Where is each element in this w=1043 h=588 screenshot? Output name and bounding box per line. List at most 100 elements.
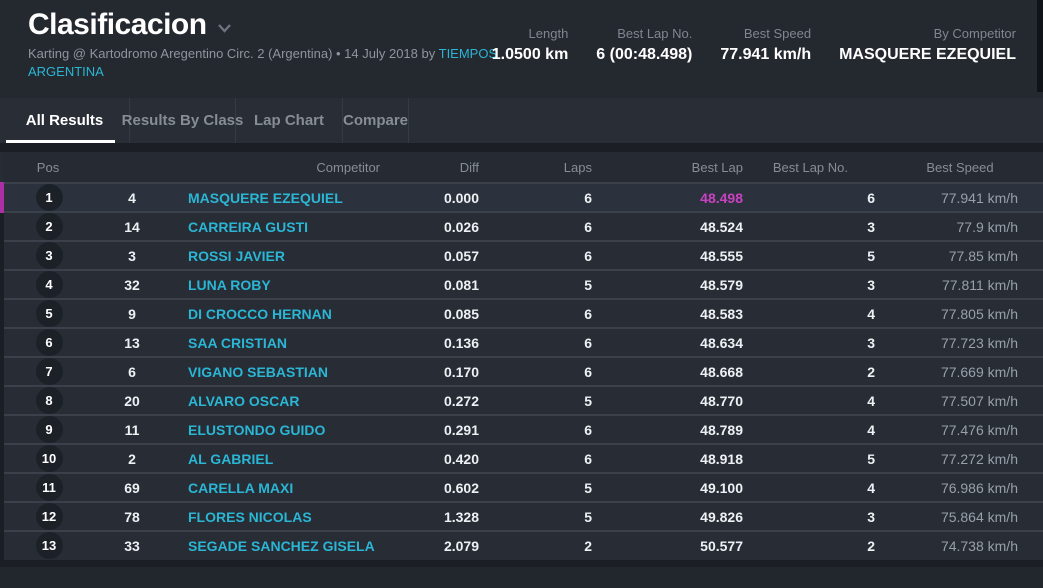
competitor-cell: VIGANO SEBASTIAN xyxy=(170,356,380,386)
event-description: Karting @ Kartodromo Aregentino Circ. 2 … xyxy=(28,46,439,61)
position-badge: 8 xyxy=(35,387,63,414)
position-cell: 3 xyxy=(0,240,94,270)
best-lap-no-cell: 4 xyxy=(743,385,875,415)
position-cell: 8 xyxy=(0,385,94,415)
tab-label: Results By Class xyxy=(121,112,244,129)
tab[interactable]: Lap Chart xyxy=(236,98,343,143)
column-header: Best Lap xyxy=(592,152,743,183)
competitor-cell: LUNA ROBY xyxy=(170,269,380,299)
best-speed-cell: 76.986 km/h xyxy=(875,472,1043,502)
competitor-link[interactable]: ELUSTONDO GUIDO xyxy=(188,421,326,438)
best-lap-cell: 50.577 xyxy=(592,530,743,560)
tab-label: Compare xyxy=(343,112,409,129)
best-lap-cell: 48.583 xyxy=(592,298,743,328)
laps-cell: 5 xyxy=(479,385,592,415)
table-row[interactable]: 5 9 DI CROCCO HERNAN 0.085 6 48.583 4 77… xyxy=(0,298,1043,328)
table-row[interactable]: 12 78 FLORES NICOLAS 1.328 5 49.826 3 75… xyxy=(0,501,1043,531)
competitor-link[interactable]: ALVARO OSCAR xyxy=(188,392,300,409)
position-cell: 10 xyxy=(0,443,94,473)
diff-cell: 0.291 xyxy=(380,414,479,444)
stat-label: Best Lap No. xyxy=(617,26,693,41)
laps-cell: 6 xyxy=(479,327,592,357)
diff-cell: 0.272 xyxy=(380,385,479,415)
column-header xyxy=(94,152,170,183)
competitor-link[interactable]: DI CROCCO HERNAN xyxy=(188,305,332,322)
table-row[interactable]: 9 11 ELUSTONDO GUIDO 0.291 6 48.789 4 77… xyxy=(0,414,1043,444)
position-badge: 4 xyxy=(35,271,63,298)
competitor-link[interactable]: VIGANO SEBASTIAN xyxy=(188,363,329,380)
tab-label: Lap Chart xyxy=(253,112,324,129)
best-lap-cell: 48.634 xyxy=(592,327,743,357)
diff-cell: 0.057 xyxy=(380,240,479,270)
page-title: Clasificacion xyxy=(28,8,207,41)
competitor-link[interactable]: AL GABRIEL xyxy=(188,450,274,467)
best-lap-cell: 48.789 xyxy=(592,414,743,444)
position-cell: 5 xyxy=(0,298,94,328)
table-row[interactable]: 6 13 SAA CRISTIAN 0.136 6 48.634 3 77.72… xyxy=(0,327,1043,357)
stat-block: Best Lap No. 6 (00:48.498) xyxy=(596,26,692,64)
kart-number-cell: 14 xyxy=(94,211,170,241)
kart-number-cell: 3 xyxy=(94,240,170,270)
kart-number-cell: 13 xyxy=(94,327,170,357)
table-row[interactable]: 4 32 LUNA ROBY 0.081 5 48.579 3 77.811 k… xyxy=(0,269,1043,299)
competitor-link[interactable]: CARREIRA GUSTI xyxy=(188,218,309,235)
window-edge-strip xyxy=(1037,0,1043,92)
table-row[interactable]: 13 33 SEGADE SANCHEZ GISELA 2.079 2 50.5… xyxy=(0,530,1043,560)
best-lap-cell: 48.524 xyxy=(592,211,743,241)
position-badge: 9 xyxy=(35,416,63,443)
competitor-cell: ALVARO OSCAR xyxy=(170,385,380,415)
competitor-link[interactable]: MASQUERE EZEQUIEL xyxy=(188,189,343,206)
position-badge: 2 xyxy=(35,213,63,240)
laps-cell: 6 xyxy=(479,414,592,444)
table-row[interactable]: 10 2 AL GABRIEL 0.420 6 48.918 5 77.272 … xyxy=(0,443,1043,473)
tab-label: All Results xyxy=(25,112,104,129)
competitor-cell: CARELLA MAXI xyxy=(170,472,380,502)
competitor-link[interactable]: SEGADE SANCHEZ GISELA xyxy=(188,537,375,554)
competitor-link[interactable]: SAA CRISTIAN xyxy=(188,334,288,351)
competitor-link[interactable]: ROSSI JAVIER xyxy=(188,247,285,264)
table-row[interactable]: 7 6 VIGANO SEBASTIAN 0.170 6 48.668 2 77… xyxy=(0,356,1043,386)
kart-number-cell: 20 xyxy=(94,385,170,415)
position-cell: 6 xyxy=(0,327,94,357)
position-badge: 11 xyxy=(35,474,63,501)
table-row[interactable]: 8 20 ALVARO OSCAR 0.272 5 48.770 4 77.50… xyxy=(0,385,1043,415)
competitor-link[interactable]: CARELLA MAXI xyxy=(188,479,294,496)
kart-number-cell: 78 xyxy=(94,501,170,531)
stat-label: By Competitor xyxy=(933,26,1016,41)
chevron-down-icon[interactable] xyxy=(217,20,232,38)
position-badge: 12 xyxy=(35,503,63,530)
competitor-cell: AL GABRIEL xyxy=(170,443,380,473)
table-row[interactable]: 1 4 MASQUERE EZEQUIEL 0.000 6 48.498 6 7… xyxy=(0,182,1043,212)
competitor-cell: ELUSTONDO GUIDO xyxy=(170,414,380,444)
tab[interactable]: All Results xyxy=(0,98,130,143)
stat-block: By Competitor MASQUERE EZEQUIEL xyxy=(839,26,1016,64)
column-header: Competitor xyxy=(170,152,380,183)
best-speed-cell: 77.85 km/h xyxy=(875,240,1043,270)
diff-cell: 0.081 xyxy=(380,269,479,299)
competitor-cell: ROSSI JAVIER xyxy=(170,240,380,270)
competitor-cell: SAA CRISTIAN xyxy=(170,327,380,357)
position-cell: 2 xyxy=(0,211,94,241)
table-footer-strip xyxy=(0,559,1043,567)
stat-block: Length 1.0500 km xyxy=(492,26,569,64)
table-row[interactable]: 2 14 CARREIRA GUSTI 0.026 6 48.524 3 77.… xyxy=(0,211,1043,241)
table-row[interactable]: 3 3 ROSSI JAVIER 0.057 6 48.555 5 77.85 … xyxy=(0,240,1043,270)
best-lap-no-cell: 3 xyxy=(743,501,875,531)
stat-value: MASQUERE EZEQUIEL xyxy=(839,46,1016,63)
laps-cell: 6 xyxy=(479,298,592,328)
position-cell: 4 xyxy=(0,269,94,299)
competitor-link[interactable]: FLORES NICOLAS xyxy=(188,508,312,525)
best-speed-cell: 77.272 km/h xyxy=(875,443,1043,473)
tab[interactable]: Compare xyxy=(343,98,410,143)
diff-cell: 0.000 xyxy=(380,182,479,212)
tab[interactable]: Results By Class xyxy=(122,98,243,143)
table-row[interactable]: 11 69 CARELLA MAXI 0.602 5 49.100 4 76.9… xyxy=(0,472,1043,502)
best-speed-cell: 77.723 km/h xyxy=(875,327,1043,357)
position-cell: 13 xyxy=(0,530,94,560)
best-speed-cell: 77.805 km/h xyxy=(875,298,1043,328)
position-cell: 7 xyxy=(0,356,94,386)
competitor-link[interactable]: LUNA ROBY xyxy=(188,276,271,293)
timekeeper-link[interactable]: TIEMPOS ARGENTINA xyxy=(28,46,498,79)
column-header: Laps xyxy=(479,152,592,183)
best-lap-no-cell: 4 xyxy=(743,414,875,444)
